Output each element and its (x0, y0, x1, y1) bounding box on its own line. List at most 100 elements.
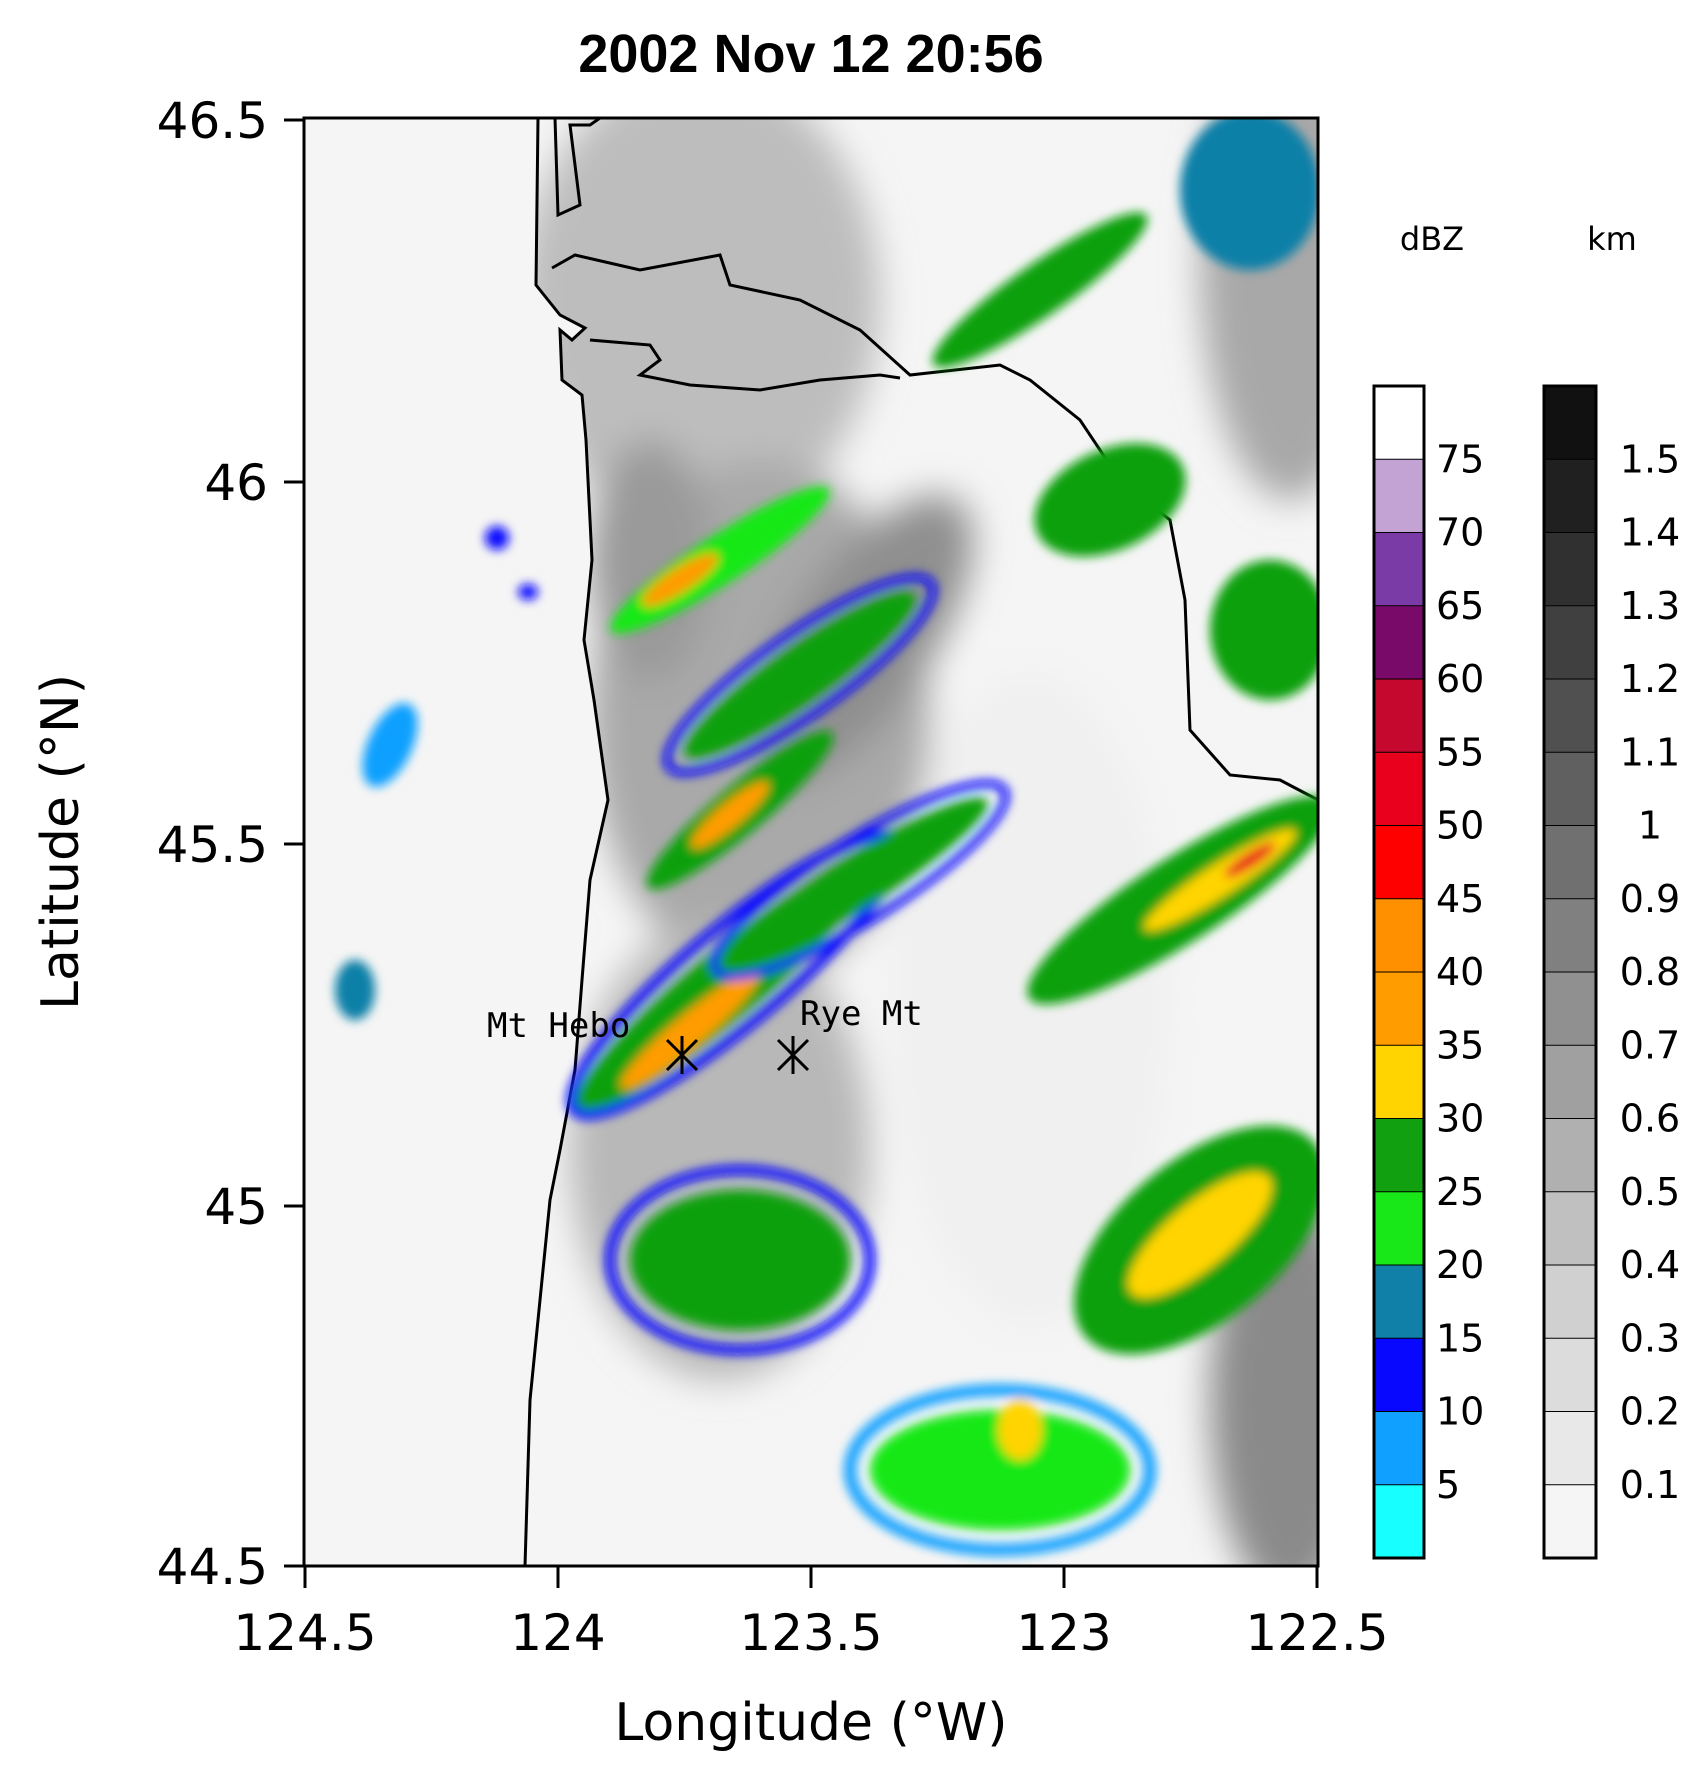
columbia-river-outline (551, 118, 1318, 802)
echo-band-east-red (1224, 842, 1276, 878)
dbz-colorbar-swatch (1374, 1045, 1424, 1119)
dbz-colorbar-label: 20 (1436, 1243, 1484, 1287)
ocean-area (304, 118, 608, 1566)
terrain-colorbar-label: 0.4 (1620, 1243, 1680, 1287)
echo-northeast-2 (1180, 118, 1318, 270)
terrain-colorbar-swatch (1544, 825, 1596, 899)
terrain-colorbar-swatch (1544, 1191, 1596, 1265)
dbz-colorbar-unit: dBZ (1400, 220, 1464, 258)
echo-band-hebo-core (620, 970, 760, 1090)
reflectivity-echoes (335, 118, 1318, 1556)
dbz-colorbar-swatch (1374, 459, 1424, 533)
x-tick-label: 123 (1016, 1604, 1111, 1662)
map-title: 2002 Nov 12 20:56 (578, 24, 1043, 84)
terrain-colorbar-swatch (1544, 679, 1596, 753)
dbz-colorbar-label: 25 (1436, 1170, 1484, 1214)
dbz-colorbar-label: 70 (1436, 511, 1484, 555)
terrain-colorbar-swatch (1544, 898, 1596, 972)
echo-south-cluster-2-core (998, 1400, 1042, 1460)
map-plot-area: Mt Hebo Rye Mt (304, 118, 1318, 1566)
terrain-colorbar-swatch (1544, 1411, 1596, 1485)
terrain-colorbar-label: 0.5 (1620, 1170, 1680, 1214)
echo-band-central-1-core (690, 781, 770, 849)
terrain-colorbar-swatch (1544, 1265, 1596, 1339)
echo-band-central-2-edge (710, 779, 1010, 981)
terrain-colorbar-swatch (1544, 1118, 1596, 1192)
dbz-colorbar-swatch (1374, 605, 1424, 679)
x-axis-title: Longitude (°W) (614, 1693, 1007, 1753)
site-label-mt-hebo: Mt Hebo (487, 1006, 630, 1046)
echo-east-1 (1210, 560, 1318, 700)
dbz-colorbar-label: 35 (1436, 1023, 1484, 1067)
echo-south-cluster-1 (630, 1190, 850, 1330)
dbz-colorbar-swatch (1374, 752, 1424, 826)
dbz-colorbar-label: 55 (1436, 730, 1484, 774)
site-label-rye-mt: Rye Mt (800, 994, 923, 1034)
dbz-colorbar-label: 10 (1436, 1390, 1484, 1434)
dbz-colorbar-label: 65 (1436, 584, 1484, 628)
echo-northeast-1 (932, 212, 1148, 368)
terrain-colorbar-label: 0.7 (1620, 1023, 1680, 1067)
dbz-colorbar-label: 60 (1436, 657, 1484, 701)
terrain-colorbar-label: 1.1 (1620, 730, 1680, 774)
y-tick-label: 44.5 (157, 1538, 268, 1596)
dbz-colorbar-swatch (1374, 1265, 1424, 1339)
terrain-colorbar-swatch (1544, 752, 1596, 826)
dbz-colorbar-swatch (1374, 1484, 1424, 1558)
dbz-colorbar-label: 75 (1436, 437, 1484, 481)
terrain-colorbar-label: 0.2 (1620, 1390, 1680, 1434)
y-tick-label: 45 (204, 1178, 268, 1236)
terrain-colorbar-label: 1 (1638, 804, 1662, 848)
dbz-colorbar-swatch (1374, 1411, 1424, 1485)
echo-band-central-2 (732, 797, 988, 963)
dbz-colorbar-swatch (1374, 825, 1424, 899)
terrain-colorbar-swatch (1544, 605, 1596, 679)
dbz-colorbar: 75 70 65 60 55 50 45 40 35 30 25 20 15 10 5 (1372, 384, 1484, 1560)
x-tick-label: 122.5 (1245, 1604, 1388, 1662)
echo-band-north-1-core (641, 553, 719, 607)
terrain-colorbar-label: 1.3 (1620, 584, 1680, 628)
terrain-colorbar-swatch (1544, 1484, 1596, 1558)
y-tick-label: 46.5 (157, 92, 268, 150)
coastline (523, 118, 610, 1566)
echo-offshore-3 (485, 526, 509, 550)
echo-band-north-2-edge (662, 573, 938, 777)
site-mt-hebo (665, 1036, 699, 1074)
terrain-colorbar-swatch (1544, 1338, 1596, 1412)
echo-southeast-core (1128, 1172, 1272, 1298)
terrain-colorbar-swatch (1544, 532, 1596, 606)
dbz-colorbar-swatch (1374, 679, 1424, 753)
site-rye-mt (776, 1036, 810, 1074)
terrain-colorbar-label: 0.3 (1620, 1316, 1680, 1360)
x-tick-label: 124 (510, 1604, 605, 1662)
terrain-colorbar-swatch (1544, 386, 1596, 460)
terrain-colorbar-swatch (1544, 459, 1596, 533)
echo-south-cluster-2 (870, 1410, 1130, 1530)
dbz-colorbar-swatch (1374, 898, 1424, 972)
terrain-colorbar-label: 1.4 (1620, 511, 1680, 555)
dbz-colorbar-swatch (1374, 386, 1424, 460)
x-tick-label: 124.5 (233, 1604, 376, 1662)
dbz-colorbar-label: 40 (1436, 950, 1484, 994)
dbz-colorbar-swatch (1374, 972, 1424, 1046)
dbz-colorbar-swatch (1374, 532, 1424, 606)
dbz-colorbar-label: 50 (1436, 804, 1484, 848)
echo-band-north-2 (684, 591, 916, 759)
terrain-colorbar-swatch (1544, 972, 1596, 1046)
terrain-colorbar-label: 0.6 (1620, 1097, 1680, 1141)
dbz-colorbar-swatch (1374, 1118, 1424, 1192)
terrain-colorbar-swatch (1544, 1045, 1596, 1119)
echo-south-cluster-1-edge (605, 1165, 875, 1355)
echo-offshore-1 (362, 703, 418, 787)
terrain-colorbar: 1.5 1.4 1.3 1.2 1.1 1 0.9 0.8 0.7 0.6 0.5 0.4 0.3 0.2… (1542, 384, 1680, 1560)
echo-northeast-3 (1034, 443, 1186, 557)
terrain-colorbar-label: 0.8 (1620, 950, 1680, 994)
y-axis-title: Latitude (°N) (31, 674, 91, 1010)
terrain-colorbar-frame (1542, 384, 1598, 1560)
terrain-coast-range-north (520, 118, 880, 530)
echo-offshore-2 (335, 960, 375, 1020)
echo-offshore-4 (518, 584, 538, 600)
dbz-colorbar-swatch (1374, 1191, 1424, 1265)
echo-south-cluster-2-edge (844, 1384, 1156, 1556)
